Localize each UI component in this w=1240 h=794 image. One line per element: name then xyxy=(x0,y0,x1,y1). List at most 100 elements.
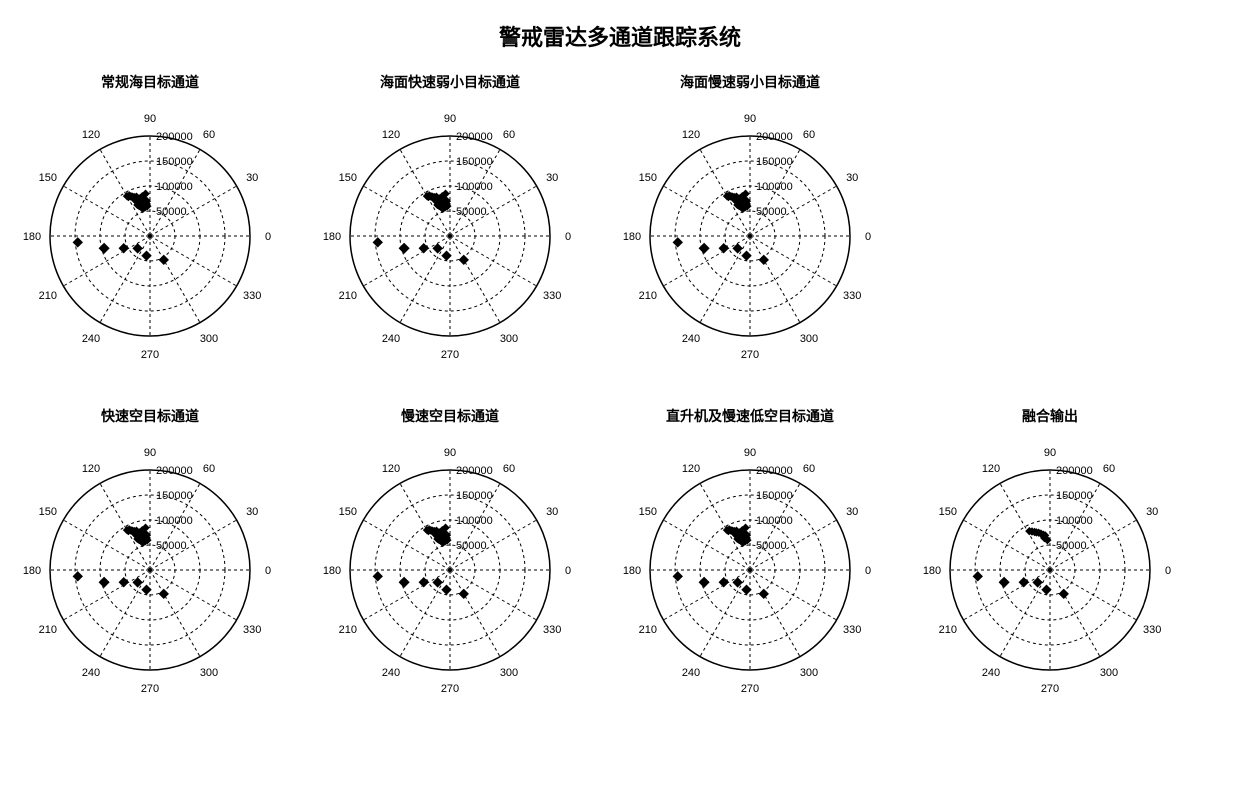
data-point xyxy=(1059,589,1068,598)
data-point xyxy=(442,251,451,260)
radius-tick-label: 150000 xyxy=(156,490,193,502)
angle-tick-label: 60 xyxy=(1103,463,1115,475)
angle-tick-label: 330 xyxy=(543,624,561,636)
angle-tick-label: 180 xyxy=(923,565,941,577)
panel-title: 海面慢速弱小目标通道 xyxy=(680,72,820,92)
angle-tick-label: 300 xyxy=(500,667,518,679)
data-point xyxy=(700,244,709,253)
panel-title: 融合输出 xyxy=(1022,406,1078,426)
angle-tick-label: 150 xyxy=(339,172,357,184)
angle-tick-label: 210 xyxy=(339,290,357,302)
angle-tick-label: 0 xyxy=(865,565,871,577)
angle-tick-label: 180 xyxy=(323,231,341,243)
angle-tick-label: 150 xyxy=(639,506,657,518)
angle-tick-label: 270 xyxy=(141,683,159,695)
angle-tick-label: 300 xyxy=(1100,667,1118,679)
radius-tick-label: 200000 xyxy=(156,465,193,477)
angle-tick-label: 0 xyxy=(1165,565,1171,577)
angle-tick-label: 30 xyxy=(546,172,558,184)
angle-tick-label: 300 xyxy=(800,667,818,679)
angle-tick-label: 240 xyxy=(682,667,700,679)
panel-title: 快速空目标通道 xyxy=(101,406,199,426)
radius-tick-label: 100000 xyxy=(456,181,493,193)
radius-tick-label: 150000 xyxy=(756,156,793,168)
polar-chart: 0306090120150180210240270300330500001000… xyxy=(610,430,890,710)
angle-tick-label: 330 xyxy=(843,624,861,636)
radius-tick-label: 200000 xyxy=(756,465,793,477)
angle-tick-label: 120 xyxy=(682,463,700,475)
data-point xyxy=(73,572,82,581)
panel-title: 直升机及慢速低空目标通道 xyxy=(666,406,834,426)
angle-tick-label: 90 xyxy=(144,113,156,125)
angle-tick-label: 270 xyxy=(741,349,759,361)
data-point xyxy=(759,255,768,264)
angle-tick-label: 150 xyxy=(39,172,57,184)
angle-tick-label: 90 xyxy=(444,113,456,125)
chart-panel: 直升机及慢速低空目标通道0306090120150180210240270300… xyxy=(610,406,890,710)
angle-tick-label: 240 xyxy=(682,333,700,345)
data-point xyxy=(742,251,751,260)
angle-tick-label: 330 xyxy=(243,624,261,636)
angle-tick-label: 180 xyxy=(323,565,341,577)
angle-tick-label: 210 xyxy=(39,624,57,636)
data-point xyxy=(100,244,109,253)
angle-tick-label: 150 xyxy=(339,506,357,518)
angle-tick-label: 90 xyxy=(144,447,156,459)
angle-tick-label: 330 xyxy=(843,290,861,302)
radius-tick-label: 200000 xyxy=(456,465,493,477)
angle-tick-label: 60 xyxy=(503,463,515,475)
angle-tick-label: 120 xyxy=(682,129,700,141)
radius-tick-label: 100000 xyxy=(456,515,493,527)
angle-tick-label: 60 xyxy=(503,129,515,141)
radius-tick-label: 200000 xyxy=(156,131,193,143)
angle-tick-label: 30 xyxy=(846,172,858,184)
polar-chart: 0306090120150180210240270300330500001000… xyxy=(610,96,890,376)
angle-tick-label: 0 xyxy=(265,565,271,577)
data-point xyxy=(142,585,151,594)
polar-chart: 0306090120150180210240270300330500001000… xyxy=(310,430,590,710)
data-point xyxy=(442,585,451,594)
angle-tick-label: 210 xyxy=(939,624,957,636)
radius-tick-label: 100000 xyxy=(156,515,193,527)
angle-tick-label: 180 xyxy=(23,565,41,577)
angle-tick-label: 240 xyxy=(382,667,400,679)
radius-tick-label: 150000 xyxy=(1056,490,1093,502)
chart-panel: 融合输出030609012015018021024027030033050000… xyxy=(910,406,1190,710)
angle-tick-label: 300 xyxy=(200,333,218,345)
angle-tick-label: 300 xyxy=(200,667,218,679)
data-point xyxy=(100,578,109,587)
angle-tick-label: 0 xyxy=(565,231,571,243)
radius-tick-label: 50000 xyxy=(756,206,787,218)
angle-tick-label: 270 xyxy=(741,683,759,695)
chart-row-0: 常规海目标通道 0 30 60 90 120 150 180 210 240 270 300 330 50… xyxy=(10,72,1230,376)
radius-tick-label: 100000 xyxy=(756,181,793,193)
angle-tick-label: 90 xyxy=(1044,447,1056,459)
data-point xyxy=(759,589,768,598)
angle-tick-label: 240 xyxy=(382,333,400,345)
angle-tick-label: 150 xyxy=(39,506,57,518)
angle-tick-label: 90 xyxy=(444,447,456,459)
angle-tick-label: 180 xyxy=(23,231,41,243)
angle-tick-label: 30 xyxy=(246,172,258,184)
radius-tick-label: 50000 xyxy=(456,206,487,218)
radius-tick-label: 200000 xyxy=(756,131,793,143)
radius-tick-label: 50000 xyxy=(756,540,787,552)
data-point xyxy=(400,244,409,253)
panel-title: 海面快速弱小目标通道 xyxy=(380,72,520,92)
data-point xyxy=(700,578,709,587)
angle-tick-label: 90 xyxy=(744,113,756,125)
angle-tick-label: 270 xyxy=(441,683,459,695)
data-point xyxy=(159,255,168,264)
panel-title: 慢速空目标通道 xyxy=(401,406,499,426)
angle-tick-label: 210 xyxy=(639,290,657,302)
angle-tick-label: 30 xyxy=(546,506,558,518)
angle-tick-label: 300 xyxy=(500,333,518,345)
data-point xyxy=(142,251,151,260)
panel-title: 常规海目标通道 xyxy=(101,72,199,92)
angle-tick-label: 120 xyxy=(382,463,400,475)
angle-tick-label: 120 xyxy=(82,463,100,475)
polar-chart: 0306090120150180210240270300330500001000… xyxy=(10,430,290,710)
data-point xyxy=(400,578,409,587)
angle-tick-label: 270 xyxy=(1041,683,1059,695)
data-point xyxy=(1000,578,1009,587)
